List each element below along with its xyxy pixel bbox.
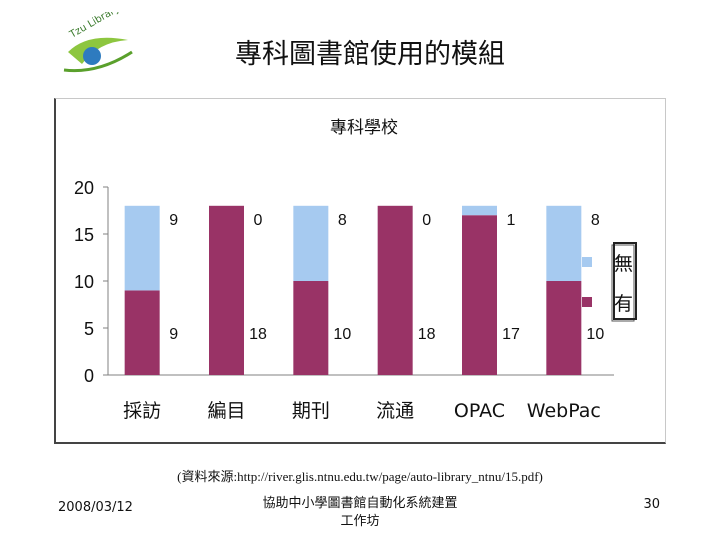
bar-segment-6-you xyxy=(546,281,582,375)
bar-segment-3-wu xyxy=(293,205,329,281)
bar-segment-5-wu xyxy=(462,205,497,216)
chart-frame: 專科學校 0 5 10 15 20 9 9 採訪 0 18 編目 8 10 期刊 0 18 流通 1 17 OPAC… xyxy=(54,98,666,444)
footer-workshop-line2: 工作坊 xyxy=(340,514,380,529)
bar-segment-5-you xyxy=(462,215,497,375)
bar-segment-6-wu xyxy=(546,205,582,281)
source-citation: (資料來源:http://river.glis.ntnu.edu.tw/page… xyxy=(177,469,543,484)
x-category-label: 採訪 xyxy=(123,400,161,422)
y-tick-label: 10 xyxy=(74,272,94,292)
data-label-wu: 9 xyxy=(169,212,178,229)
bar-segment-1-you xyxy=(124,290,160,375)
legend-entry: 有 xyxy=(614,293,633,315)
y-tick-label: 15 xyxy=(74,225,94,245)
data-label-wu: 0 xyxy=(254,212,263,229)
data-label-wu: 8 xyxy=(338,212,347,229)
data-label-you: 9 xyxy=(169,326,178,343)
y-tick-label: 20 xyxy=(74,178,94,198)
legend-entry: 無 xyxy=(614,253,633,275)
data-label-wu: 8 xyxy=(591,212,600,229)
data-label-you: 17 xyxy=(502,326,520,343)
legend-shadow xyxy=(613,242,637,320)
library-logo: Tzu Library xyxy=(58,3,138,82)
data-label-you: 10 xyxy=(586,326,604,343)
y-tick-label: 5 xyxy=(84,319,94,339)
x-category-label: 期刊 xyxy=(292,400,330,422)
slide-title: 專科圖書館使用的模組 xyxy=(235,39,505,70)
legend-box xyxy=(611,244,635,322)
bar-segment-3-you xyxy=(293,281,329,375)
bar-segment-2-you xyxy=(209,205,244,375)
x-category-label: WebPac xyxy=(527,400,601,422)
x-category-label: OPAC xyxy=(454,400,505,422)
page-number: 30 xyxy=(643,497,660,512)
data-label-you: 10 xyxy=(333,326,351,343)
data-label-you: 18 xyxy=(418,326,436,343)
data-label-wu: 0 xyxy=(422,212,431,229)
leaf-icon xyxy=(68,37,128,64)
x-category-label: 流通 xyxy=(376,400,414,422)
logo-text: Tzu Library xyxy=(67,12,122,41)
legend-swatch xyxy=(582,257,592,267)
legend-swatch xyxy=(582,297,592,307)
y-tick-label: 0 xyxy=(84,366,94,386)
chart-legend: 無有 xyxy=(582,242,637,322)
bar-segment-1-wu xyxy=(124,205,160,291)
footer-date: 2008/03/12 xyxy=(58,500,133,515)
footer-workshop: 協助中小學圖書館自動化系統建置 工作坊 xyxy=(240,495,480,531)
x-category-label: 編目 xyxy=(207,400,245,422)
globe-icon xyxy=(83,47,101,65)
data-label-wu: 1 xyxy=(507,212,516,229)
chart-title: 專科學校 xyxy=(330,118,398,138)
footer-workshop-line1: 協助中小學圖書館自動化系統建置 xyxy=(262,496,458,511)
data-label-you: 18 xyxy=(249,326,267,343)
stacked-bar-chart: 專科學校 0 5 10 15 20 9 9 採訪 0 18 編目 8 10 期刊 0 18 流通 1 17 OPAC… xyxy=(74,118,637,422)
bar-segment-4-you xyxy=(377,205,413,375)
